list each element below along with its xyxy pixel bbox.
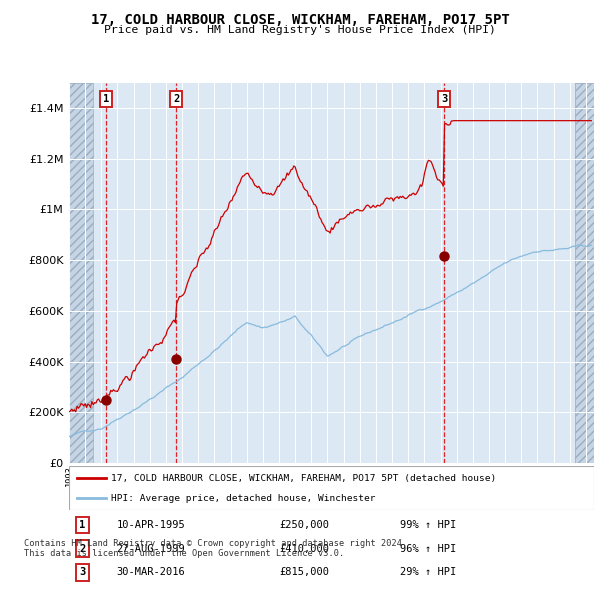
Bar [575, 83, 594, 463]
Text: HPI: Average price, detached house, Winchester: HPI: Average price, detached house, Winc… [111, 494, 376, 503]
Text: £815,000: £815,000 [279, 568, 329, 577]
Text: 29% ↑ HPI: 29% ↑ HPI [400, 568, 456, 577]
Text: 17, COLD HARBOUR CLOSE, WICKHAM, FAREHAM, PO17 5PT: 17, COLD HARBOUR CLOSE, WICKHAM, FAREHAM… [91, 13, 509, 27]
Text: 2: 2 [173, 94, 179, 104]
Text: 30-MAR-2016: 30-MAR-2016 [116, 568, 185, 577]
Text: 2: 2 [79, 544, 85, 553]
Text: 3: 3 [79, 568, 85, 577]
Bar [575, 83, 594, 463]
Bar [69, 83, 93, 463]
Text: 1: 1 [79, 520, 85, 530]
Text: 3: 3 [441, 94, 448, 104]
Text: 17, COLD HARBOUR CLOSE, WICKHAM, FAREHAM, PO17 5PT (detached house): 17, COLD HARBOUR CLOSE, WICKHAM, FAREHAM… [111, 474, 496, 483]
Text: Price paid vs. HM Land Registry's House Price Index (HPI): Price paid vs. HM Land Registry's House … [104, 25, 496, 35]
Text: £250,000: £250,000 [279, 520, 329, 530]
Text: 27-AUG-1999: 27-AUG-1999 [116, 544, 185, 553]
Text: 96% ↑ HPI: 96% ↑ HPI [400, 544, 456, 553]
Text: 10-APR-1995: 10-APR-1995 [116, 520, 185, 530]
Text: 1: 1 [103, 94, 109, 104]
Text: This data is licensed under the Open Government Licence v3.0.: This data is licensed under the Open Gov… [24, 549, 344, 558]
Text: £410,000: £410,000 [279, 544, 329, 553]
Text: 99% ↑ HPI: 99% ↑ HPI [400, 520, 456, 530]
Text: Contains HM Land Registry data © Crown copyright and database right 2024.: Contains HM Land Registry data © Crown c… [24, 539, 407, 548]
Bar [69, 83, 93, 463]
